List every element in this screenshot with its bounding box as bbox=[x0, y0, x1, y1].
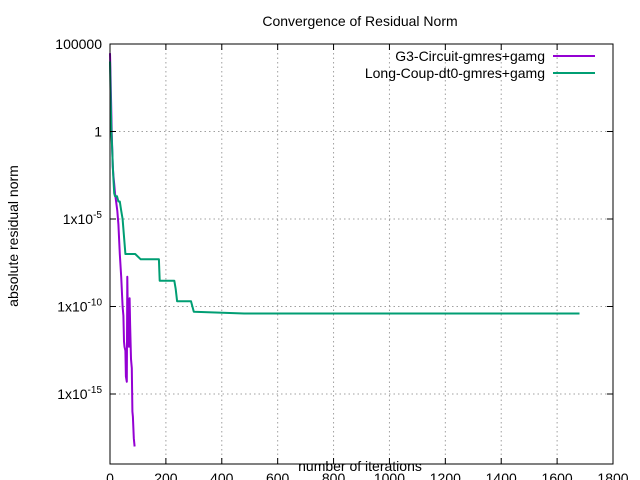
legend: G3-Circuit-gmres+gamgLong-Coup-dt0-gmres… bbox=[365, 48, 595, 81]
grid bbox=[110, 44, 613, 464]
x-tick-label: 1200 bbox=[430, 470, 461, 480]
x-tick-label: 1000 bbox=[374, 470, 405, 480]
y-tick-label: 1 bbox=[94, 124, 102, 140]
x-tick-label: 200 bbox=[154, 470, 178, 480]
series-line-0 bbox=[109, 53, 136, 447]
x-tick-label: 600 bbox=[266, 470, 290, 480]
y-tick-label: 1x10-15 bbox=[57, 385, 102, 402]
y-axis-label: absolute residual norm bbox=[5, 165, 21, 307]
x-tick-label: 1800 bbox=[597, 470, 628, 480]
legend-label-1: Long-Coup-dt0-gmres+gamg bbox=[365, 65, 545, 81]
x-tick-label: 1400 bbox=[486, 470, 517, 480]
series-layer bbox=[109, 53, 580, 447]
x-tick-label: 400 bbox=[210, 470, 234, 480]
x-tick-label: 1600 bbox=[542, 470, 573, 480]
plot-frame bbox=[109, 43, 614, 465]
chart-title: Convergence of Residual Norm bbox=[262, 13, 457, 29]
y-tick-label: 1x10-5 bbox=[63, 210, 103, 227]
x-tick-label: 800 bbox=[322, 470, 346, 480]
x-tick-label: 0 bbox=[106, 470, 114, 480]
series-line-1 bbox=[109, 61, 580, 315]
y-tick-label: 1x10-10 bbox=[57, 298, 102, 315]
axis-ticks: 0 200 400 600 800 1000 1200 1400 1600 1800 100000 1… bbox=[55, 36, 628, 480]
legend-label-0: G3-Circuit-gmres+gamg bbox=[395, 48, 545, 64]
y-tick-label: 100000 bbox=[55, 36, 102, 52]
x-axis-label: number of iterations bbox=[298, 458, 422, 474]
